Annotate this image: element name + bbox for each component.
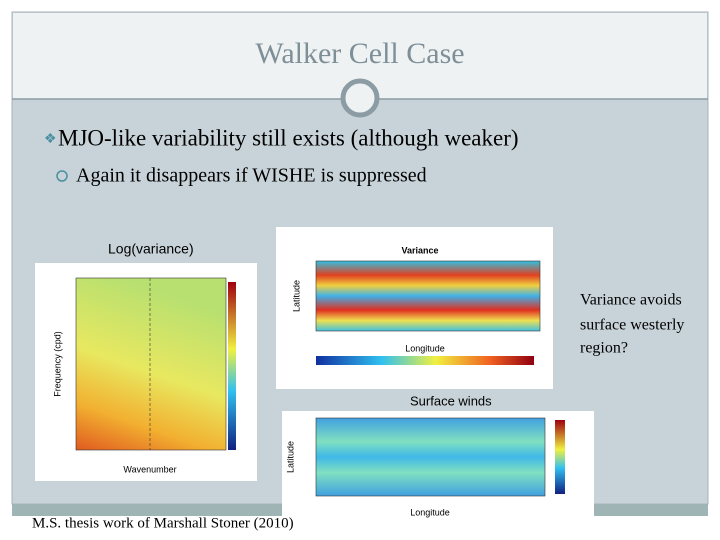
figure-title: Variance: [401, 245, 438, 255]
side-note: Variance avoids: [580, 292, 682, 309]
axis-label: Wavenumber: [123, 464, 176, 474]
caption: Log(variance): [108, 241, 194, 257]
colorbar: [316, 356, 534, 365]
caption: Surface winds: [410, 393, 492, 408]
spectrum-plot: [75, 277, 227, 451]
bullet-icon: ❖: [44, 132, 57, 147]
bullet: MJO-like variability still exists (altho…: [58, 125, 519, 150]
axis-label: Latitude: [291, 280, 301, 312]
axis-label: Frequency (cpd): [52, 331, 62, 397]
colorbar: [555, 420, 565, 494]
slide-title: Walker Cell Case: [255, 37, 464, 70]
side-note: surface westerly: [580, 317, 684, 334]
axis-label: Longitude: [410, 507, 450, 517]
axis-label: Longitude: [405, 343, 445, 353]
variance-plot: [315, 260, 541, 332]
axis-label: Latitude: [285, 441, 295, 473]
sub-bullet-icon: [56, 170, 68, 182]
footer: M.S. thesis work of Marshall Stoner (201…: [32, 515, 294, 531]
colorbar: [228, 282, 236, 450]
side-note: region?: [580, 340, 628, 357]
winds-plot: [315, 417, 546, 497]
sub-bullet: Again it disappears if WISHE is suppress…: [76, 165, 427, 187]
title-ornament: [340, 78, 380, 118]
